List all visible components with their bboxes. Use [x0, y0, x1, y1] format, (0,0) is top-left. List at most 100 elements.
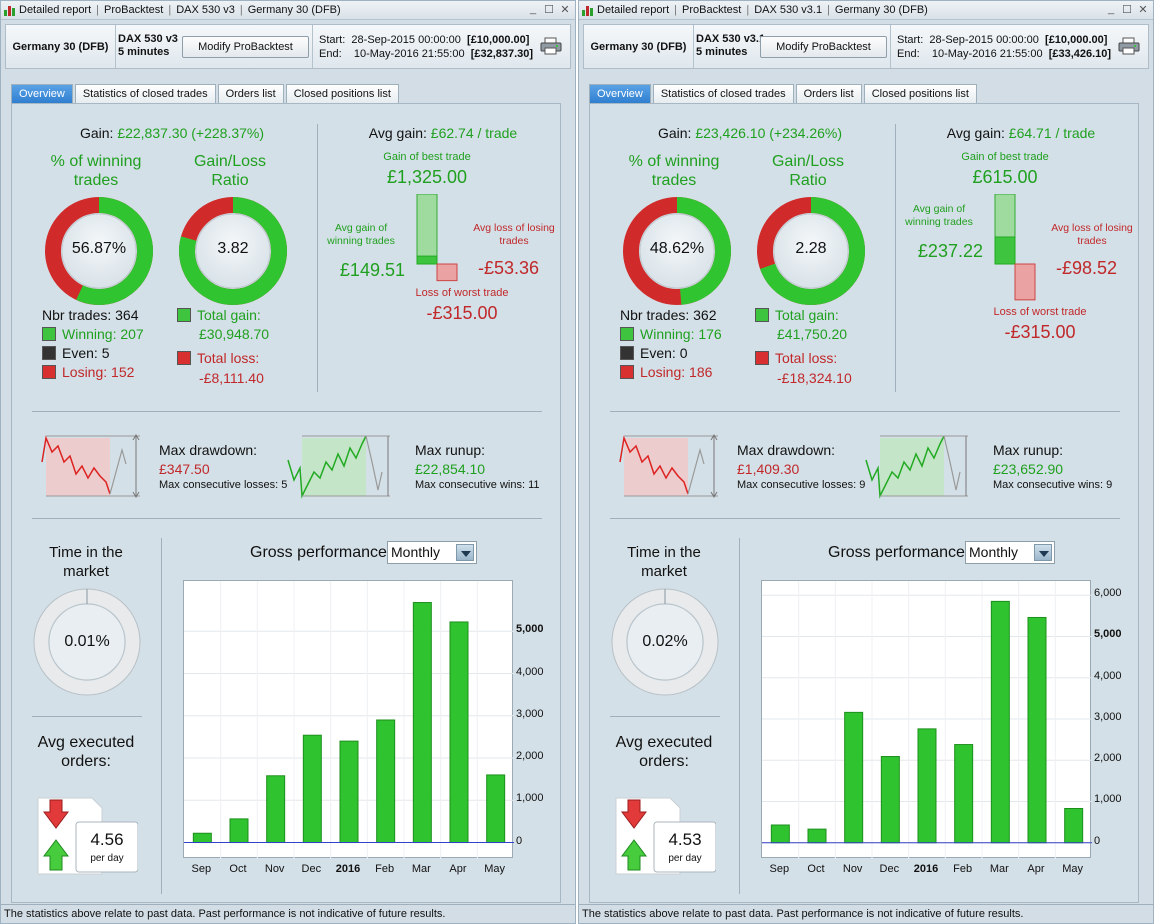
window-titlebar[interactable]: Detailed report | ProBacktest | DAX 530 v3… [1, 1, 575, 20]
tab-closed-positions-list[interactable]: Closed positions list [863, 84, 977, 103]
minimize-icon[interactable]: _ [1107, 3, 1115, 15]
runup-value: £23,652.90 [993, 461, 1064, 477]
avg-gain-value: £64.71 / trade [1008, 125, 1096, 141]
glr-title: Gain/Loss Ratio [771, 153, 845, 189]
avg-win-value: £237.22 [917, 240, 983, 261]
modify-probacktest-button[interactable]: Modify ProBacktest [760, 36, 887, 58]
best-trade-value: £1,325.00 [386, 167, 468, 187]
tab-orders-list[interactable]: Orders list [217, 84, 284, 103]
start-date: 28-Sep-2015 00:00:00 [351, 34, 461, 46]
x-tick-label: Nov [264, 863, 285, 875]
bar-Oct[interactable] [229, 818, 249, 844]
win-donut-gain-arc [623, 197, 731, 305]
y-tick-label: 1,000 [1094, 793, 1122, 806]
maximize-icon[interactable]: ☐ [1122, 4, 1132, 16]
bar-Dec[interactable] [302, 734, 322, 844]
gross-performance-label: Gross performance [250, 544, 387, 561]
bar-Feb[interactable] [954, 744, 974, 844]
period-select[interactable]: Monthly [387, 541, 477, 564]
winning-count: Winning: 176 [640, 326, 722, 342]
legend-losing: Losing: 186 [620, 364, 712, 380]
chevron-down-icon[interactable] [456, 544, 474, 561]
bar-Mar[interactable] [990, 600, 1010, 844]
runup-label: Max runup: [993, 442, 1064, 458]
x-tick-label: Dec [879, 863, 900, 875]
max-consecutive-losses: Max consecutive losses: 5 [159, 479, 288, 491]
avg-loss-label: Avg loss of losing trades [1051, 222, 1133, 247]
bar-Oct[interactable] [807, 828, 827, 844]
gain-value: £22,837.30 (+228.37%) [117, 125, 265, 141]
y-tick-label: 2,000 [516, 750, 544, 763]
drawdown-value: £1,409.30 [737, 461, 800, 477]
win-pct-title: % of winning trades [50, 153, 142, 189]
tab-overview[interactable]: Overview [11, 84, 73, 103]
glr-donut [179, 197, 287, 305]
modify-probacktest-button[interactable]: Modify ProBacktest [182, 36, 309, 58]
x-tick-label: 2016 [335, 863, 361, 875]
system-name: DAX 530 v3 [118, 33, 178, 45]
time-in-market-gauge [611, 588, 719, 696]
title-instrument: Germany 30 (DFB) [834, 4, 928, 16]
gain-summary: Gain: £22,837.30 (+228.37%) [52, 125, 292, 141]
worst-trade-label: Loss of worst trade [993, 305, 1087, 318]
close-icon[interactable]: ✕ [560, 4, 570, 16]
bar-May[interactable] [486, 774, 506, 844]
chart-app-icon [581, 4, 594, 17]
window-titlebar[interactable]: Detailed report | ProBacktest | DAX 530 v3… [579, 1, 1153, 20]
report-window-2: Detailed report | ProBacktest | DAX 530 v3… [578, 0, 1154, 924]
x-tick-label: Mar [989, 863, 1009, 875]
tab-closed-positions-list[interactable]: Closed positions list [285, 84, 399, 103]
worst-trade-bar [1014, 263, 1036, 301]
period-select[interactable]: Monthly [965, 541, 1055, 564]
gain-label: Gain: [657, 125, 692, 141]
minimize-icon[interactable]: _ [529, 3, 537, 15]
printer-icon[interactable] [540, 37, 562, 55]
drawdown-sparkline [619, 434, 718, 498]
x-tick-label: Oct [229, 863, 247, 875]
printer-icon[interactable] [1118, 37, 1140, 55]
bar-Nov[interactable] [844, 711, 864, 844]
avg-executed-orders-title: Avg executed orders: [615, 734, 713, 770]
bar-May[interactable] [1064, 808, 1084, 844]
end-capital: [£33,426.10] [1048, 48, 1112, 60]
bar-Sep[interactable] [770, 824, 790, 844]
tab-statistics-closed-trades[interactable]: Statistics of closed trades [74, 84, 216, 103]
gross-performance-chart [761, 580, 1092, 859]
bar-Nov[interactable] [266, 775, 286, 844]
legend-even: Even: 0 [620, 345, 687, 361]
x-tick-label: Feb [953, 863, 973, 875]
total-loss-value: -£8,111.40 [199, 370, 264, 386]
avg-gain-value: £62.74 / trade [430, 125, 518, 141]
bar-Feb[interactable] [376, 719, 396, 844]
gain-summary: Gain: £23,426.10 (+234.26%) [630, 125, 870, 141]
close-icon[interactable]: ✕ [1138, 4, 1148, 16]
legend-winning: Winning: 207 [42, 326, 144, 342]
tab-overview[interactable]: Overview [589, 84, 651, 103]
overview-panel: Gain: £22,837.30 (+228.37%) % of winning… [11, 103, 561, 903]
best-trade-label: Gain of best trade [383, 151, 471, 163]
bar-2016[interactable] [339, 740, 359, 844]
glr-value: 3.82 [217, 240, 249, 257]
per-day-label: per day [90, 853, 124, 864]
bar-Apr[interactable] [449, 621, 469, 844]
start-label: Start: [319, 34, 346, 46]
bar-Mar[interactable] [412, 602, 432, 844]
loss-swatch [755, 351, 769, 365]
total-loss-label: Total loss: [775, 350, 838, 366]
bar-Sep[interactable] [192, 832, 212, 844]
even-swatch [620, 346, 634, 360]
drawdown-label: Max drawdown: [159, 442, 258, 458]
maximize-icon[interactable]: ☐ [544, 4, 554, 16]
bar-Dec[interactable] [880, 756, 900, 844]
chevron-down-icon[interactable] [1034, 544, 1052, 561]
loss-swatch [177, 351, 191, 365]
period-selected-value: Monthly [391, 544, 441, 560]
end-label: End: [319, 48, 342, 60]
bar-Apr[interactable] [1027, 616, 1047, 844]
tab-orders-list[interactable]: Orders list [795, 84, 862, 103]
x-tick-label: Apr [1027, 863, 1045, 875]
tab-statistics-closed-trades[interactable]: Statistics of closed trades [652, 84, 794, 103]
bar-2016[interactable] [917, 728, 937, 844]
glr-donut-gain-arc [757, 197, 865, 305]
max-consecutive-wins: Max consecutive wins: 9 [993, 479, 1113, 491]
